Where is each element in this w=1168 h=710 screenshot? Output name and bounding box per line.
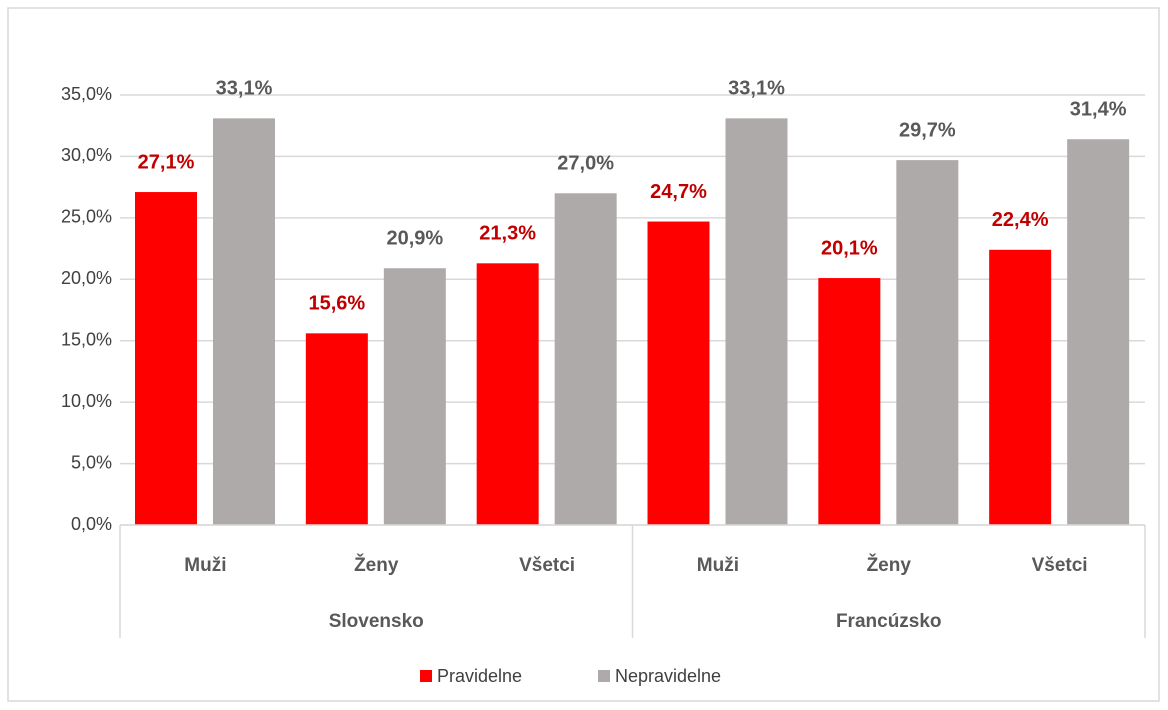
value-label: 27,1% xyxy=(138,151,195,173)
legend-label: Pravidelne xyxy=(437,666,522,686)
value-label: 24,7% xyxy=(650,181,707,203)
y-tick-label: 20,0% xyxy=(61,268,112,288)
bar xyxy=(476,263,539,525)
bar xyxy=(383,268,446,525)
value-label: 31,4% xyxy=(1070,99,1127,121)
bar xyxy=(725,118,788,525)
bar xyxy=(135,192,197,526)
x-tick-label: Všetci xyxy=(519,555,575,576)
x-tick-label: Ženy xyxy=(867,554,912,576)
group-label: Slovensko xyxy=(329,611,424,632)
y-tick-label: 0,0% xyxy=(71,514,112,534)
value-label: 22,4% xyxy=(992,209,1049,231)
x-tick-label: Muži xyxy=(697,555,739,576)
bar xyxy=(305,333,368,525)
y-tick-label: 30,0% xyxy=(61,145,112,165)
group-label: Francúzsko xyxy=(836,611,942,632)
value-label: 15,6% xyxy=(308,293,365,315)
legend-swatch xyxy=(598,670,610,682)
bar xyxy=(896,160,959,525)
y-tick-label: 25,0% xyxy=(61,207,112,227)
bar xyxy=(818,278,881,525)
value-label: 29,7% xyxy=(899,119,956,141)
legend-swatch xyxy=(420,670,432,682)
x-tick-label: Ženy xyxy=(354,554,399,576)
legend-label: Nepravidelne xyxy=(615,666,721,686)
bar xyxy=(647,221,710,526)
bar xyxy=(1067,139,1130,525)
value-label: 33,1% xyxy=(728,78,785,100)
y-tick-label: 5,0% xyxy=(71,452,112,472)
value-label: 20,1% xyxy=(821,237,878,259)
value-label: 21,3% xyxy=(479,223,536,245)
value-label: 20,9% xyxy=(386,228,443,250)
x-tick-label: Všetci xyxy=(1032,555,1088,576)
bar xyxy=(554,193,617,526)
y-tick-label: 15,0% xyxy=(61,329,112,349)
bar xyxy=(213,118,275,525)
x-tick-label: Muži xyxy=(184,555,226,576)
bar xyxy=(989,249,1052,526)
value-label: 27,0% xyxy=(557,153,614,175)
y-tick-label: 35,0% xyxy=(61,84,112,104)
value-label: 33,1% xyxy=(216,78,273,100)
y-tick-label: 10,0% xyxy=(61,391,112,411)
